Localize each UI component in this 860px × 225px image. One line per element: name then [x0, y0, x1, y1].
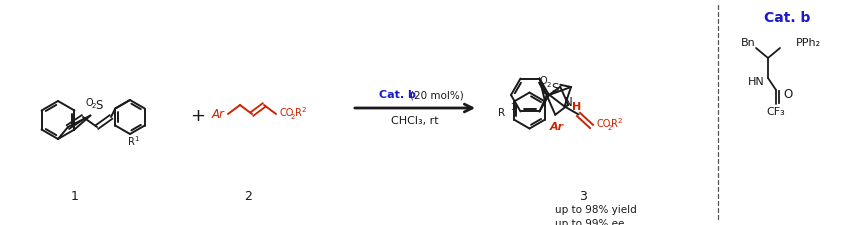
Text: CO: CO [279, 108, 293, 118]
Text: HN: HN [747, 77, 765, 87]
Text: up to 98% yield
up to 99% ee
30 examples: up to 98% yield up to 99% ee 30 examples [555, 205, 636, 225]
Text: Cat. b: Cat. b [378, 90, 415, 100]
Text: (20 mol%): (20 mol%) [410, 90, 464, 100]
Text: O: O [86, 97, 93, 108]
Text: 1: 1 [71, 189, 79, 202]
Text: O: O [783, 88, 793, 101]
Text: CHCl₃, rt: CHCl₃, rt [391, 116, 439, 126]
Text: 2: 2 [617, 118, 622, 124]
Text: R: R [127, 137, 134, 147]
Text: 2: 2 [546, 82, 550, 88]
Text: CO: CO [597, 119, 611, 129]
Text: Bn: Bn [740, 38, 755, 48]
Text: R: R [611, 119, 617, 129]
Text: Cat. b: Cat. b [764, 11, 810, 25]
Text: Ar: Ar [550, 122, 564, 132]
Text: +: + [191, 107, 206, 125]
Text: Ar: Ar [212, 108, 224, 121]
Text: S: S [550, 82, 558, 95]
Text: CF₃: CF₃ [766, 107, 785, 117]
Text: 2: 2 [291, 114, 295, 120]
Text: PPh₂: PPh₂ [796, 38, 821, 48]
Text: 1: 1 [511, 103, 515, 112]
Text: 2: 2 [607, 126, 611, 131]
Text: 2: 2 [302, 107, 306, 113]
Text: 3: 3 [579, 189, 587, 202]
Text: O: O [540, 76, 547, 86]
Text: R: R [499, 108, 506, 117]
Text: S: S [95, 99, 102, 112]
Text: H: H [572, 102, 580, 112]
Text: 2: 2 [244, 189, 252, 202]
Text: 1: 1 [134, 136, 138, 142]
Text: N: N [564, 96, 573, 109]
Text: 2: 2 [91, 104, 95, 110]
Text: R: R [295, 108, 302, 118]
